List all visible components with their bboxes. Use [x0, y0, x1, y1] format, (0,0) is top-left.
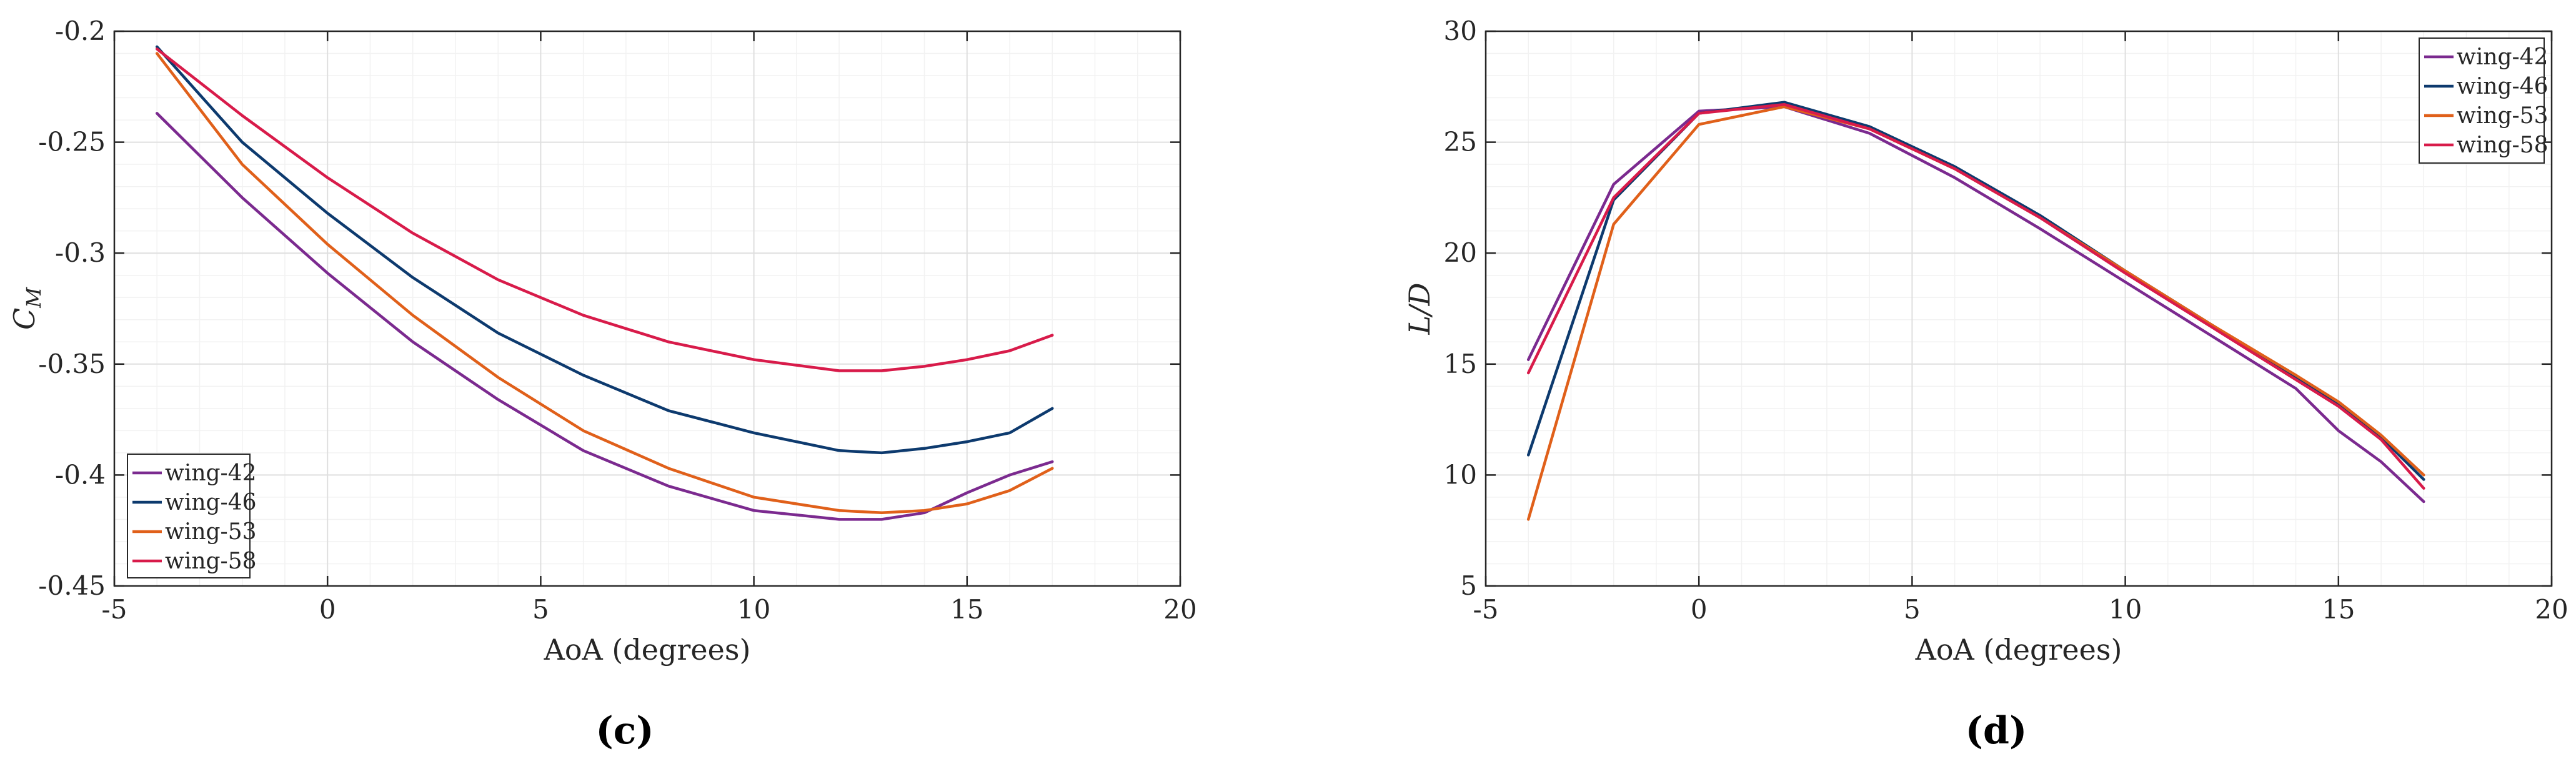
x-axis-label: AoA (degrees)	[1915, 633, 2122, 667]
legend-label-wing-46: wing-46	[165, 490, 257, 515]
x-tick-label: 10	[737, 594, 770, 625]
y-axis-label: CM	[7, 287, 46, 330]
y-tick-label: -0.35	[38, 349, 106, 379]
series-line-wing-46	[1526, 101, 2425, 481]
y-tick-label: -0.45	[38, 570, 106, 601]
legend-label-wing-46: wing-46	[2457, 74, 2549, 99]
panel-caption: (c)	[595, 709, 654, 753]
minor-grid	[114, 31, 1180, 586]
y-axis-label: L/D	[1403, 283, 1436, 335]
y-axis-label-subscript: M	[22, 287, 46, 309]
x-tick-label: 0	[319, 594, 336, 625]
x-tick-label: 5	[1904, 594, 1921, 625]
minor-grid	[1486, 31, 2552, 586]
legend-label-wing-42: wing-42	[165, 460, 257, 486]
y-tick-label: 10	[1444, 459, 1477, 490]
major-grid	[1485, 31, 2552, 587]
ticks: -5 0 5 10 15 20 5 10 15 20 25 30	[1444, 16, 2569, 625]
series-line-wing-58	[155, 47, 1054, 372]
major-grid	[114, 31, 1181, 587]
y-tick-label: 15	[1444, 349, 1477, 379]
axes-frame	[113, 30, 1181, 587]
legend: wing-42 wing-46 wing-53 wing-58	[2419, 37, 2549, 164]
y-tick-label: -0.2	[55, 16, 106, 46]
legend-label-wing-58: wing-58	[2457, 132, 2549, 158]
x-axis-label: AoA (degrees)	[544, 633, 751, 667]
series-line-wing-42	[155, 112, 1054, 521]
series-line-wing-58	[1526, 102, 2425, 490]
y-tick-label: -0.4	[55, 459, 106, 490]
series-group	[1526, 101, 2425, 521]
series-group	[155, 45, 1054, 521]
x-tick-label: 10	[2109, 594, 2142, 625]
y-tick-label: -0.3	[55, 237, 106, 268]
x-tick-label: 5	[532, 594, 549, 625]
legend-label-wing-42: wing-42	[2457, 44, 2549, 70]
legend-label-wing-53: wing-53	[2457, 103, 2549, 129]
y-tick-label: 20	[1444, 237, 1477, 268]
panel-caption: (d)	[1966, 709, 2027, 753]
x-tick-label: -5	[102, 594, 127, 625]
x-tick-label: 0	[1691, 594, 1708, 625]
legend-box	[2419, 37, 2545, 164]
chart-c: -5 0 5 10 15 20 -0.45 -0.4 -0.35 -0.3 -0.25 -0.2 AoA…	[7, 16, 1197, 753]
ticks: -5 0 5 10 15 20 -0.45 -0.4 -0.35 -0.3 -0.25 -0.2	[38, 16, 1196, 625]
legend-label-wing-53: wing-53	[165, 519, 257, 545]
legend-box	[127, 454, 251, 578]
x-tick-label: 20	[2535, 594, 2568, 625]
series-line-wing-46	[155, 45, 1054, 455]
x-tick-label: 15	[2322, 594, 2355, 625]
y-tick-label: 5	[1460, 570, 1477, 601]
x-tick-label: 15	[950, 594, 983, 625]
series-line-wing-42	[1526, 105, 2425, 504]
y-tick-label: -0.25	[38, 127, 106, 157]
x-tick-label: -5	[1473, 594, 1499, 625]
series-line-wing-53	[155, 52, 1054, 515]
y-tick-label: 25	[1444, 127, 1477, 157]
legend: wing-42 wing-46 wing-53 wing-58	[127, 454, 257, 578]
chart-d: -5 0 5 10 15 20 5 10 15 20 25 30 AoA (degrees) L/D win…	[1403, 16, 2569, 753]
series-line-wing-53	[1526, 105, 2425, 521]
y-tick-label: 30	[1444, 16, 1477, 46]
axes-frame	[1484, 30, 2553, 587]
legend-label-wing-58: wing-58	[165, 548, 257, 574]
x-tick-label: 20	[1163, 594, 1196, 625]
